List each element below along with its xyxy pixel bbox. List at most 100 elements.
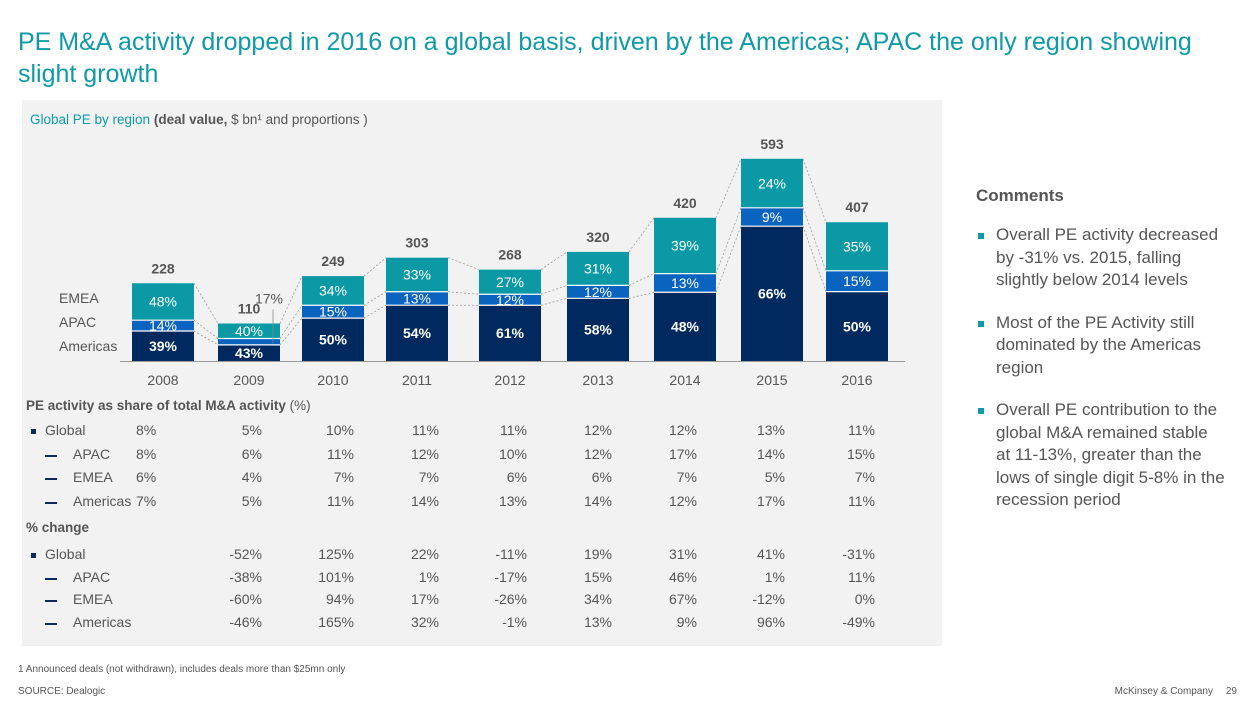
data-label-americas: 50% — [319, 332, 348, 348]
data-label-emea: 39% — [671, 238, 699, 254]
table-cell: 12% — [583, 445, 612, 462]
table-cell: 11% — [327, 492, 354, 509]
row-label: EMEA — [73, 591, 113, 607]
table-cell: 11% — [848, 422, 875, 438]
bar-segment-emea — [132, 283, 194, 321]
total-label: 249 — [321, 253, 345, 269]
x-tick-label: 2016 — [841, 372, 872, 388]
brand: McKinsey & Company — [1114, 686, 1213, 697]
table-cell: 46% — [668, 568, 697, 585]
data-label-apac: 9% — [762, 209, 782, 225]
connector-line — [193, 319, 219, 339]
comments-panel: Comments Overall PE activity decreased b… — [976, 186, 1226, 532]
table-cell: 1% — [418, 568, 439, 585]
bar-segment-emea — [826, 222, 888, 271]
data-label-americas: 48% — [671, 319, 700, 335]
legend-americas: Americas — [59, 338, 118, 354]
connector-line — [802, 158, 827, 223]
data-label-americas: 58% — [584, 322, 613, 338]
bar-segment-apac — [302, 305, 364, 319]
table-cell: -12% — [752, 591, 785, 607]
legend-apac: APAC — [59, 314, 97, 330]
comment-item: Most of the PE Activity still dominated … — [976, 312, 1226, 380]
connector-line — [715, 226, 742, 293]
chart-subtitle: Global PE by region (deal value, $ bn¹ a… — [30, 112, 368, 127]
row-label: APAC — [73, 568, 111, 585]
table-cell: 13% — [583, 613, 612, 630]
connector-line — [279, 305, 303, 339]
table-cell: 22% — [410, 546, 439, 562]
table-cell: 10% — [325, 422, 354, 438]
total-label: 110 — [238, 300, 261, 316]
row-label: APAC — [73, 445, 111, 462]
data-label-apac: 15% — [843, 273, 871, 289]
data-label-emea: 31% — [584, 261, 612, 277]
table-cell: 11% — [412, 422, 439, 438]
table-cell: -31% — [842, 546, 875, 562]
comment-item: Overall PE contribution to the global M&… — [976, 399, 1226, 512]
table-cell: -1% — [502, 613, 527, 630]
x-tick-label: 2008 — [147, 372, 178, 388]
data-label-americas: 39% — [149, 338, 178, 354]
table-cell: -60% — [229, 591, 262, 607]
table-cell: 8% — [136, 422, 157, 438]
data-label-americas: 50% — [843, 318, 872, 334]
table-cell: 12% — [668, 422, 697, 438]
table-cell: 101% — [318, 568, 354, 585]
x-tick-label: 2014 — [669, 372, 700, 388]
table-cell: 7% — [854, 469, 875, 485]
table-cell: 11% — [500, 422, 527, 438]
table-cell: -49% — [842, 613, 875, 630]
legend-emea: EMEA — [59, 290, 99, 306]
bar-segment-apac — [132, 320, 194, 331]
data-label-emea: 27% — [496, 274, 524, 290]
table-cell: 11% — [848, 492, 875, 509]
row-label: Americas — [73, 613, 132, 630]
connector-line — [540, 284, 568, 295]
table-cell: -17% — [494, 568, 527, 585]
data-label-emea: 24% — [758, 175, 786, 191]
total-label: 420 — [673, 195, 697, 211]
bar-segment-emea — [567, 251, 629, 286]
table-cell: -46% — [229, 613, 262, 630]
comments-title: Comments — [976, 186, 1064, 205]
dash-icon — [45, 501, 57, 504]
data-label-apac: 15% — [319, 304, 347, 320]
share-table-unit: (%) — [285, 398, 311, 413]
table-cell: 8% — [136, 445, 157, 462]
bar-segment-americas — [302, 318, 364, 361]
footnote: 1 Announced deals (not withdrawn), inclu… — [18, 664, 346, 675]
bar-segment-apac — [386, 291, 448, 306]
bar-segment-emea — [741, 158, 803, 208]
total-label: 268 — [498, 247, 522, 263]
change-table-header: % change — [26, 520, 90, 535]
page-title: PE M&A activity dropped in 2016 on a glo… — [18, 28, 1192, 88]
connector-line — [802, 207, 827, 271]
table-cell: 165% — [318, 613, 354, 630]
table-cell: 14% — [583, 492, 612, 509]
connector-line — [193, 330, 219, 346]
table-cell: 5% — [764, 469, 785, 485]
table-cell: 6% — [591, 469, 612, 485]
table-cell: 94% — [325, 591, 354, 607]
comment-item: Overall PE activity decreased by -31% vs… — [976, 224, 1226, 292]
table-cell: 7% — [418, 469, 439, 485]
total-label: 303 — [405, 235, 429, 251]
bullet-icon — [978, 233, 984, 239]
table-cell: 7% — [676, 469, 697, 485]
dash-icon — [45, 454, 57, 457]
subtitle-prefix: Global PE by region — [30, 112, 154, 127]
bullet-icon — [978, 320, 984, 327]
x-tick-label: 2010 — [317, 372, 348, 388]
total-label: 228 — [151, 260, 175, 276]
data-label-apac: 13% — [671, 275, 699, 291]
table-cell: 5% — [241, 492, 262, 509]
table-cell: 11% — [327, 445, 354, 462]
table-cell: 5% — [241, 422, 262, 438]
connector-line — [802, 226, 827, 292]
table-cell: 125% — [318, 546, 354, 562]
bar-segment-apac — [479, 294, 541, 306]
table-cell: 34% — [583, 591, 612, 607]
dash-icon — [45, 478, 57, 480]
share-table-title: PE activity as share of total M&A activi… — [26, 398, 286, 413]
